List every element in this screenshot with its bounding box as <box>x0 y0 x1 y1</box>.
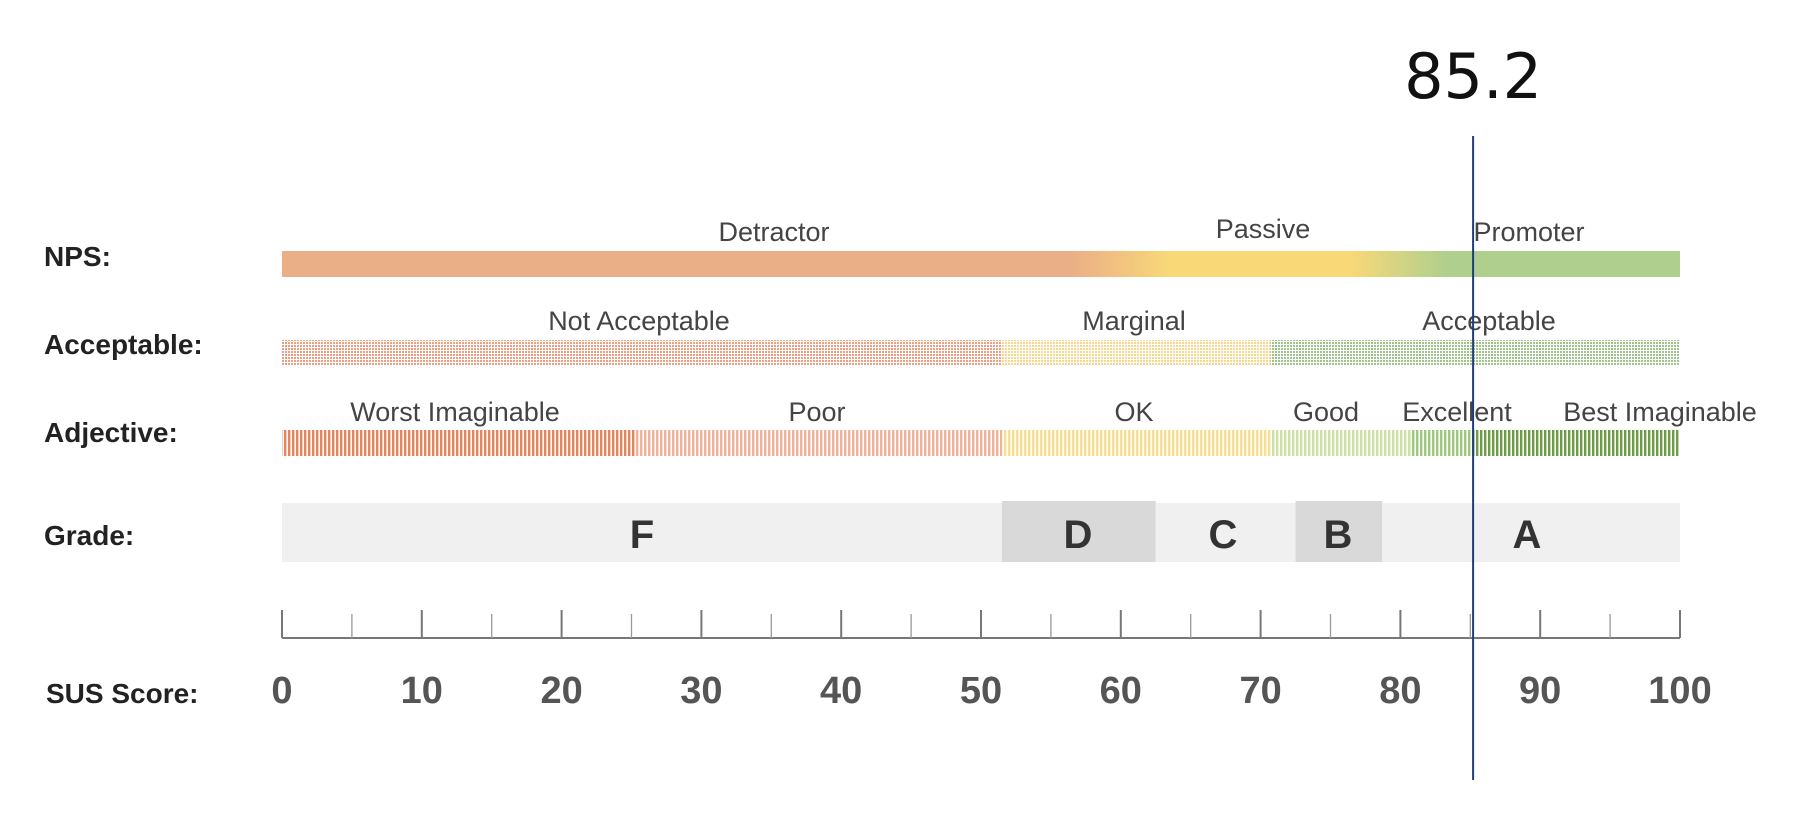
adjective-label-good: Good <box>1293 397 1359 427</box>
axis-tick-label: 0 <box>271 670 292 712</box>
adjective-label-ok: OK <box>1114 397 1153 427</box>
axis-tick-label: 90 <box>1519 670 1561 712</box>
acceptable-row: Not Acceptable Marginal Acceptable <box>282 306 1680 366</box>
grade-letter-b: B <box>1324 513 1353 557</box>
grade-row-label: Grade: <box>44 520 134 551</box>
nps-label-promoter: Promoter <box>1473 217 1584 247</box>
acceptable-label-acceptable: Acceptable <box>1422 306 1556 336</box>
score-marker-label: 85.2 <box>1404 40 1542 113</box>
grade-letter-a: A <box>1513 513 1542 557</box>
acceptable-segment-not-acceptable <box>282 340 1002 366</box>
grade-block-a <box>1382 503 1680 562</box>
axis-tick-label: 50 <box>960 670 1002 712</box>
grade-letter-f: F <box>630 513 654 557</box>
nps-label-passive: Passive <box>1216 214 1311 244</box>
adjective-segment-poor <box>635 430 1002 456</box>
nps-row-label: NPS: <box>44 241 111 272</box>
grade-letter-d: D <box>1064 513 1093 557</box>
nps-bar <box>282 251 1680 277</box>
axis-tick-label: 70 <box>1239 670 1281 712</box>
adjective-segment-best-imaginable <box>1473 430 1680 456</box>
acceptable-label-marginal: Marginal <box>1082 306 1186 336</box>
axis-tick-label: 80 <box>1379 670 1421 712</box>
adjective-segment-good <box>1270 430 1411 456</box>
acceptable-row-label: Acceptable: <box>44 329 203 360</box>
grade-block-c <box>1155 503 1296 562</box>
sus-score-axis: 0 10 20 30 40 50 60 70 80 90 100 <box>271 610 1712 712</box>
axis-tick-label: 10 <box>401 670 443 712</box>
nps-label-detractor: Detractor <box>718 217 829 247</box>
adjective-segment-ok <box>1001 430 1271 456</box>
axis-tick-label: 40 <box>820 670 862 712</box>
adjective-row: Worst Imaginable Poor OK Good Excellent Best … <box>282 397 1757 456</box>
acceptable-segment-acceptable <box>1270 340 1680 366</box>
adjective-label-poor: Poor <box>788 397 845 427</box>
adjective-label-best-imaginable: Best Imaginable <box>1563 397 1757 427</box>
axis-tick-label: 100 <box>1648 670 1711 712</box>
grade-block-d <box>1001 501 1156 562</box>
adjective-label-worst-imaginable: Worst Imaginable <box>350 397 560 427</box>
axis-tick-label: 60 <box>1100 670 1142 712</box>
adjective-segment-excellent <box>1410 430 1474 456</box>
acceptable-label-not-acceptable: Not Acceptable <box>548 306 730 336</box>
adjective-label-excellent: Excellent <box>1402 397 1512 427</box>
grade-block-b <box>1295 501 1383 562</box>
grade-block-f <box>282 503 1002 562</box>
acceptable-segment-marginal <box>1001 340 1271 366</box>
axis-tick-label: 30 <box>680 670 722 712</box>
axis-tick-label: 20 <box>540 670 582 712</box>
adjective-row-label: Adjective: <box>44 417 178 448</box>
sus-score-axis-label: SUS Score: <box>46 678 199 709</box>
nps-row: Detractor Passive Promoter <box>282 214 1680 277</box>
grade-letter-c: C <box>1209 513 1238 557</box>
adjective-segment-worst-imaginable <box>282 430 636 456</box>
